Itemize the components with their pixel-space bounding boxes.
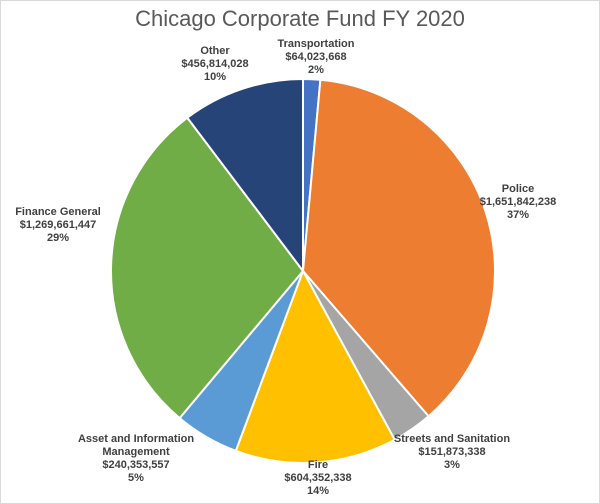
slice-percent: 14% [306, 485, 330, 497]
chart-title: Chicago Corporate Fund FY 2020 [135, 6, 465, 31]
slice-value: $151,873,338 [418, 446, 486, 458]
slice-value: $240,353,557 [102, 459, 170, 471]
data-label: Fire $604,352,338 14% [248, 459, 388, 498]
pie-slice [185, 77, 304, 274]
data-label: Finance General $1,269,661,447 29% [0, 206, 128, 245]
slice-value: $1,651,842,238 [479, 196, 557, 208]
data-label: Asset and Information Management $240,353… [66, 433, 206, 485]
data-label: Streets and Sanitation $151,873,338 3% [382, 433, 522, 472]
pie-slice [110, 116, 305, 420]
slice-name: Police [501, 183, 535, 195]
slice-percent: 3% [444, 459, 460, 471]
slice-value: $604,352,338 [284, 472, 352, 484]
slice-name: Finance General [15, 206, 101, 218]
slice-value: $64,023,668 [285, 51, 347, 63]
slice-name: Transportation [277, 38, 355, 50]
data-label: Transportation $64,023,668 2% [246, 38, 386, 77]
slice-name: Streets and Sanitation [393, 433, 511, 445]
slice-percent: 29% [46, 232, 70, 244]
slice-percent: 37% [506, 209, 530, 221]
slice-percent: 5% [128, 472, 144, 484]
data-label: Police $1,651,842,238 37% [448, 183, 588, 222]
slice-value: $1,269,661,447 [19, 219, 97, 231]
slice-name: Other [200, 45, 230, 57]
slice-name: Fire [307, 459, 329, 471]
data-label: Other $456,814,028 10% [145, 45, 285, 84]
slice-percent: 2% [308, 64, 324, 76]
slice-name: Asset and Information Management [77, 433, 195, 458]
slice-percent: 10% [203, 71, 227, 83]
pie-slice [234, 268, 397, 464]
pie-slice [301, 78, 496, 418]
slice-value: $456,814,028 [181, 58, 249, 70]
